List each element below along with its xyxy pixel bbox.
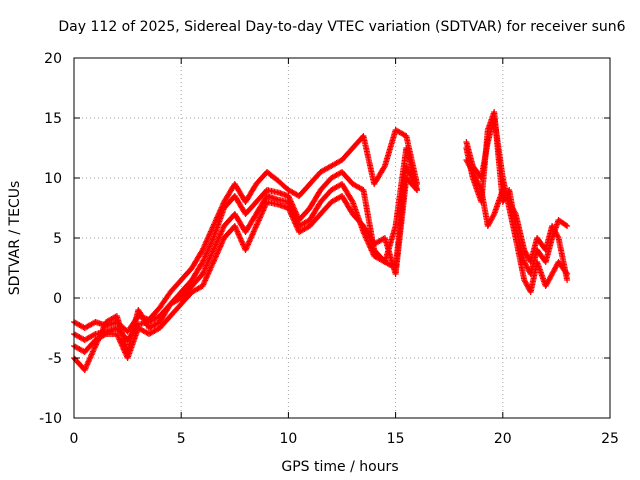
y-tick-label: 5 (53, 231, 62, 247)
y-tick-label: 10 (44, 171, 62, 187)
axis-ticks: 0 5 10 15 20 25 -10 -5 0 5 10 15 20 (39, 51, 619, 447)
data-points (71, 109, 571, 373)
data-point-marker (564, 223, 571, 229)
data-point-marker (523, 281, 530, 287)
data-point-marker (490, 212, 497, 219)
data-point-marker (553, 231, 560, 237)
data-point-marker (469, 167, 476, 174)
y-tick-label: -5 (48, 351, 62, 367)
data-point-marker (523, 251, 530, 257)
data-point-marker (554, 233, 561, 240)
data-point-marker (413, 185, 420, 192)
y-tick-label: 15 (44, 111, 62, 127)
x-tick-label: 5 (177, 431, 186, 447)
data-point-marker (381, 164, 388, 171)
x-tick-label: 15 (387, 431, 405, 447)
x-tick-label: 0 (70, 431, 79, 447)
data-series-trace-g (463, 157, 571, 283)
data-point-marker (564, 277, 571, 283)
y-tick-label: 20 (44, 51, 62, 67)
data-point-marker (101, 331, 108, 338)
data-point-marker (414, 187, 420, 193)
y-tick-label: 0 (53, 291, 62, 307)
x-tick-label: 20 (494, 431, 512, 447)
data-point-marker (511, 209, 518, 216)
chart-title: Day 112 of 2025, Sidereal Day-to-day VTE… (58, 19, 625, 35)
data-point-marker (91, 331, 98, 338)
data-series-trace-a (71, 127, 420, 335)
x-tick-label: 25 (601, 431, 619, 447)
data-point-marker (349, 197, 355, 204)
data-series-trace-c (71, 163, 420, 373)
data-point-marker (508, 203, 515, 209)
data-series-trace-d (71, 175, 420, 361)
data-series-trace-f (463, 115, 571, 295)
grid-lines (74, 58, 610, 418)
data-point-marker (542, 283, 549, 289)
data-point-marker (475, 181, 482, 188)
data-point-marker (562, 222, 569, 229)
x-axis-label: GPS time / hours (281, 459, 398, 475)
y-axis-label: SDTVAR / TECUs (7, 181, 23, 296)
x-tick-label: 10 (279, 431, 297, 447)
y-tick-label: -10 (39, 411, 62, 427)
